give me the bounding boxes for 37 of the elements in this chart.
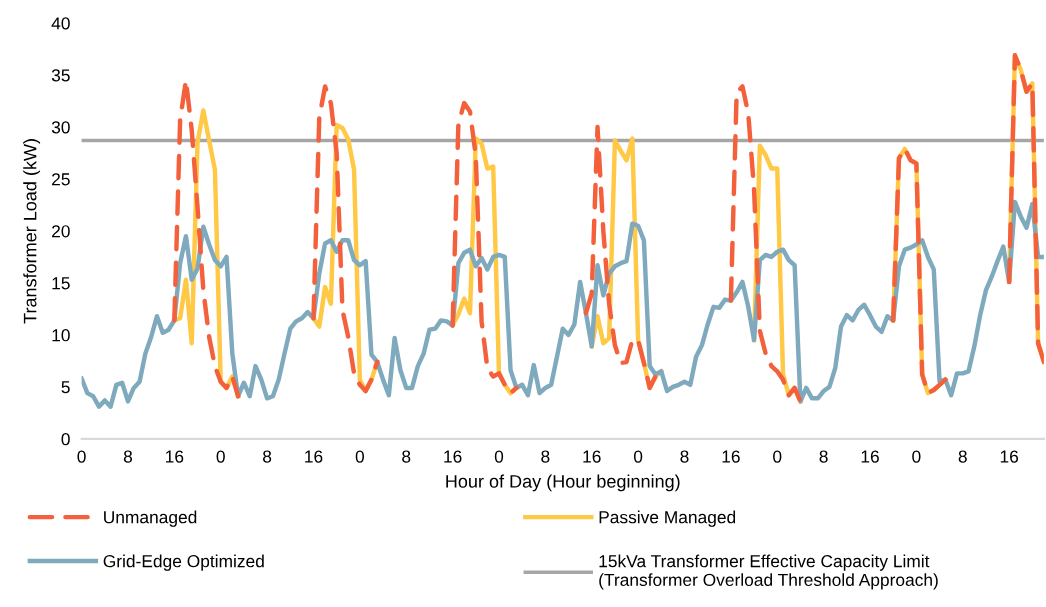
x-tick-label: 0	[773, 450, 782, 463]
x-tick-label: 8	[958, 450, 967, 463]
legend-label: 15kVa Transformer Effective Capacity Limit (Transformer Overload Threshold Approach)	[599, 554, 938, 590]
x-tick-label: 8	[123, 450, 133, 463]
x-tick-label: 0	[633, 450, 643, 463]
x-tick-label: 16	[1000, 450, 1019, 463]
y-tick-label: 15	[52, 277, 70, 290]
x-tick-label: 8	[402, 450, 411, 463]
y-tick-label: 10	[52, 329, 70, 342]
x-tick-label: 0	[912, 450, 921, 463]
legend-label: Passive Managed	[599, 510, 736, 527]
x-tick-label: 0	[494, 450, 504, 463]
x-tick-label: 0	[216, 450, 225, 463]
legend-label: Grid-Edge Optimized	[103, 554, 264, 571]
x-tick-label: 0	[355, 450, 364, 463]
y-tick-label: 20	[52, 225, 70, 238]
x-tick-label: 8	[680, 450, 689, 463]
x-axis-title: Hour of Day (Hour beginning)	[446, 474, 680, 492]
y-tick-label: 0	[61, 433, 70, 446]
x-tick-label: 8	[263, 450, 272, 463]
x-tick-label: 8	[819, 450, 828, 463]
x-tick-label: 16	[861, 450, 879, 463]
x-tick-label: 16	[583, 450, 601, 463]
y-tick-label: 25	[52, 173, 70, 186]
x-tick-label: 16	[444, 450, 462, 463]
x-tick-label: 8	[541, 450, 550, 463]
y-tick-label: 35	[51, 69, 70, 82]
y-axis-title: Transformer Load (kW)	[23, 139, 41, 324]
x-tick-label: 16	[722, 450, 740, 463]
line-series	[81, 199, 1044, 409]
x-tick-label: 0	[77, 450, 86, 463]
y-tick-label: 40	[51, 17, 70, 30]
y-tick-label: 30	[51, 121, 70, 134]
x-tick-label: 16	[305, 450, 323, 463]
y-tick-label: 5	[61, 381, 70, 394]
x-tick-label: 16	[166, 450, 184, 463]
legend-label: Unmanaged	[104, 510, 197, 527]
